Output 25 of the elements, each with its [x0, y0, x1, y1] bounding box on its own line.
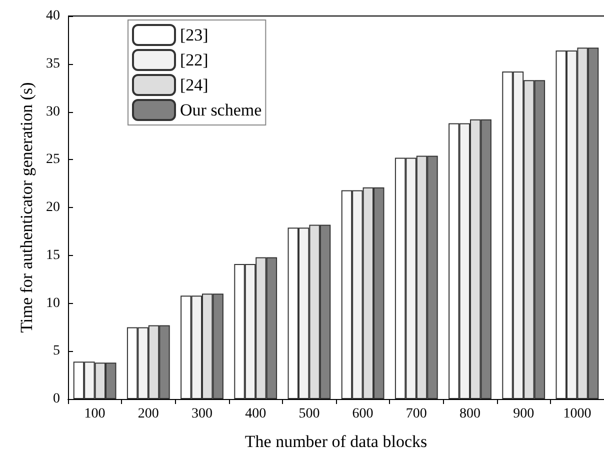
x-tick-label: 500 [298, 406, 320, 422]
legend-label: [22] [180, 50, 208, 70]
y-tick-label: 35 [46, 56, 60, 72]
x-tick-label: 900 [513, 406, 534, 422]
y-tick-label: 40 [46, 8, 60, 24]
y-tick-label: 5 [53, 344, 60, 359]
legend-label: [23] [180, 26, 208, 44]
x-tick-label: 100 [84, 406, 106, 422]
y-tick-label: 0 [53, 392, 60, 406]
x-tick-label: 200 [138, 406, 159, 422]
x-tick-label: 400 [245, 406, 266, 422]
x-tick-label: 800 [460, 406, 480, 422]
y-axis-title: Time for authenticator generation (s) [17, 82, 36, 333]
legend-label: Our scheme [180, 100, 262, 120]
y-tick-label: 25 [46, 152, 60, 168]
x-tick-label: 1000 [563, 406, 592, 422]
y-tick-label: 30 [46, 104, 60, 120]
x-tick-label: 600 [352, 406, 374, 422]
y-tick-label: 10 [46, 296, 60, 311]
x-tick-label: 300 [192, 406, 212, 422]
x-axis-title: The number of data blocks [244, 432, 428, 451]
legend-label: [24] [180, 76, 208, 94]
y-tick-label: 15 [46, 248, 60, 263]
x-tick-label: 700 [406, 406, 427, 422]
y-tick-label: 20 [46, 200, 60, 215]
